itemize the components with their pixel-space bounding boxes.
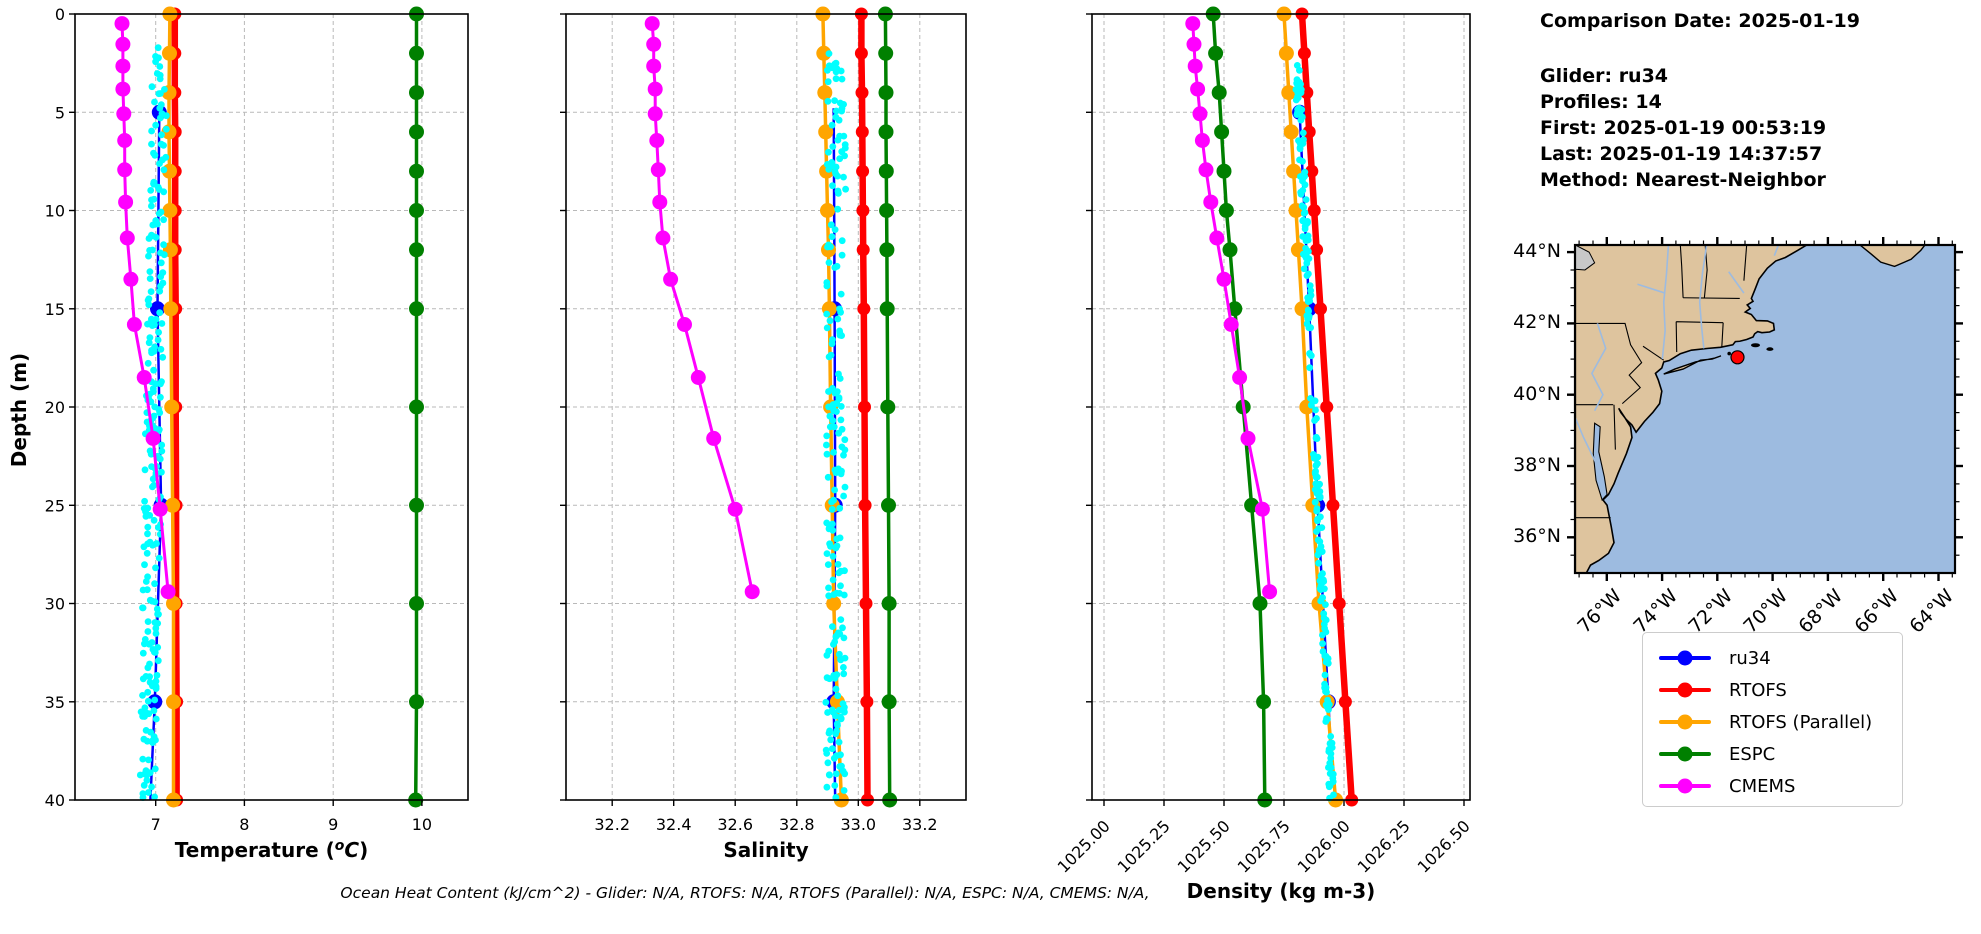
svg-text:32.4: 32.4: [656, 815, 692, 834]
legend-dot: [1677, 714, 1693, 730]
legend-line-swatch: [1659, 650, 1711, 666]
svg-text:1025.00: 1025.00: [1054, 816, 1114, 876]
coastline-map: [1567, 237, 1963, 581]
chesapeake-bay: [1593, 423, 1607, 500]
scatter-glider-raw-temperature: [136, 44, 170, 801]
first-profile-time-text: First: 2025-01-19 00:53:19: [1540, 117, 1827, 139]
comparison-date-text: Comparison Date: 2025-01-19: [1540, 10, 1860, 32]
method-text: Method: Nearest-Neighbor: [1540, 169, 1826, 191]
glider-name-text: Glider: ru34: [1540, 65, 1669, 87]
state-borders: [1575, 245, 1746, 518]
svg-text:32.6: 32.6: [717, 815, 753, 834]
legend-item-espc: ESPC: [1659, 738, 1902, 770]
map-lat-label: 36°N: [1513, 525, 1561, 548]
svg-text:8: 8: [239, 815, 249, 834]
legend-label: ru34: [1729, 647, 1771, 669]
svg-text:0: 0: [55, 5, 65, 24]
xaxis-label-density: Density (kg m-3): [1187, 879, 1376, 903]
svg-text:35: 35: [45, 693, 65, 712]
legend-dot: [1677, 778, 1693, 794]
legend-line-swatch: [1659, 746, 1711, 762]
xaxis-label-temperature: Temperature (oC): [175, 838, 368, 862]
svg-text:10: 10: [412, 815, 432, 834]
legend-label: ESPC: [1729, 743, 1776, 765]
block-island: [1727, 351, 1731, 356]
svg-text:9: 9: [328, 815, 338, 834]
svg-text:15: 15: [45, 300, 65, 319]
legend-label: RTOFS (Parallel): [1729, 711, 1873, 733]
legend-line-swatch: [1659, 714, 1711, 730]
profiles-count-text: Profiles: 14: [1540, 91, 1662, 113]
map-border: [1573, 243, 1957, 575]
spacer: [1540, 34, 1970, 63]
xaxis-label-salinity: Salinity: [723, 838, 808, 862]
map-lat-label: 38°N: [1513, 454, 1561, 477]
legend-dot: [1677, 746, 1693, 762]
rivers: [1575, 245, 1778, 464]
panel-temperature: 7 8 9 10 0 5 10 15 20 25 30 35 40 Temperature (oC): [45, 5, 469, 862]
legend-dot: [1677, 650, 1693, 666]
legend-dot: [1677, 682, 1693, 698]
nantucket-island: [1766, 347, 1774, 351]
svg-text:40: 40: [45, 791, 65, 810]
legend-item-cmems: CMEMS: [1659, 770, 1902, 802]
svg-text:1025.25: 1025.25: [1114, 816, 1174, 876]
panel-density: 1025.00 1025.25 1025.50 1025.75 1026.00 1026.…: [1054, 6, 1474, 903]
map-lat-label: 44°N: [1513, 240, 1561, 263]
last-profile-time-text: Last: 2025-01-19 14:37:57: [1540, 143, 1823, 165]
svg-text:32.8: 32.8: [779, 815, 815, 834]
svg-text:20: 20: [45, 398, 65, 417]
legend-item-ru34: ru34: [1659, 642, 1902, 674]
svg-text:7: 7: [151, 815, 161, 834]
marthas-vineyard-island: [1751, 343, 1760, 348]
svg-text:1025.50: 1025.50: [1174, 816, 1234, 876]
svg-text:1026.00: 1026.00: [1294, 816, 1354, 876]
scatter-glider-raw-salinity: [822, 50, 849, 802]
map-lat-label: 40°N: [1513, 382, 1561, 405]
location-map: 44°N 42°N 40°N 38°N 36°N 76°W 74°W 72°W 70°W 68°W…: [1513, 237, 1963, 638]
legend-label: CMEMS: [1729, 775, 1796, 797]
svg-text:33.0: 33.0: [840, 815, 876, 834]
svg-text:30: 30: [45, 595, 65, 614]
legend-line-swatch: [1659, 682, 1711, 698]
svg-text:1026.50: 1026.50: [1414, 816, 1474, 876]
svg-text:33.2: 33.2: [902, 815, 938, 834]
svg-text:25: 25: [45, 496, 65, 515]
land-mass: [1575, 245, 1806, 573]
legend-line-swatch: [1659, 778, 1711, 794]
comparison-info-panel: Comparison Date: 2025-01-19 Glider: ru34…: [1540, 8, 1970, 193]
svg-text:5: 5: [55, 103, 65, 122]
map-lat-label: 42°N: [1513, 311, 1561, 334]
legend-item-rtofs: RTOFS: [1659, 674, 1902, 706]
panel-salinity: 32.2 32.4 32.6 32.8 33.0 33.2 Salinity: [560, 6, 967, 862]
svg-text:1025.75: 1025.75: [1234, 816, 1294, 876]
legend-label: RTOFS: [1729, 679, 1787, 701]
legend: ru34 RTOFS RTOFS (Parallel) ESPC CMEMS: [1642, 632, 1903, 807]
svg-text:1026.25: 1026.25: [1354, 816, 1414, 876]
svg-text:32.2: 32.2: [594, 815, 630, 834]
ocean-heat-content-annotation: Ocean Heat Content (kJ/cm^2) - Glider: N…: [340, 884, 1150, 902]
long-island: [1664, 356, 1721, 374]
legend-item-rtofs-parallel: RTOFS (Parallel): [1659, 706, 1902, 738]
scatter-glider-raw-density: [1292, 62, 1337, 802]
svg-text:10: 10: [45, 202, 65, 221]
yaxis-label-depth: Depth (m): [7, 353, 31, 467]
glider-location-marker: [1730, 350, 1745, 365]
